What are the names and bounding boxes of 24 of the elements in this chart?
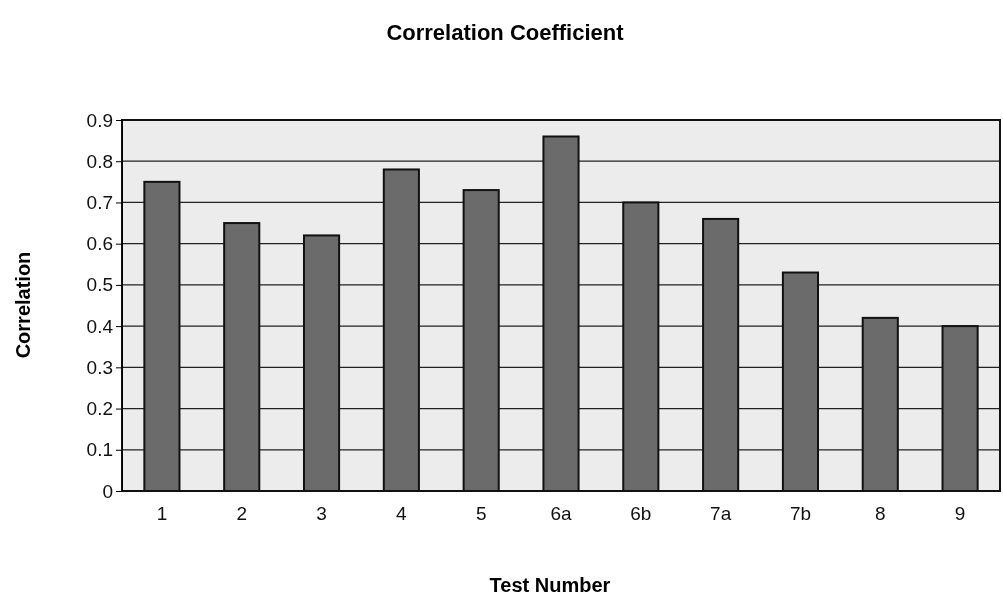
y-tick-label: 0.4: [86, 315, 114, 337]
x-tick-label: 2: [236, 503, 248, 525]
y-tick-label: 0.8: [86, 150, 113, 172]
x-tick-label: 1: [156, 503, 168, 525]
y-tick-label: 0.7: [86, 192, 113, 214]
x-tick-label: 6a: [550, 503, 572, 525]
x-tick-label: 6b: [630, 503, 652, 525]
y-tick-label: 0.9: [86, 109, 113, 131]
y-tick-label: 0.1: [86, 439, 113, 461]
y-axis-title: Correlation: [12, 251, 34, 359]
x-tick-label: 8: [874, 503, 886, 525]
x-tick-label: 9: [954, 503, 966, 525]
y-tick-label: 0.6: [86, 233, 113, 255]
x-tick-label: 7a: [710, 503, 732, 525]
y-tick-label: 0: [102, 480, 113, 502]
x-tick-label: 7b: [789, 503, 812, 525]
x-tick-label: 3: [316, 503, 327, 525]
x-tick-label: 4: [396, 503, 408, 525]
x-axis-title: Test Number: [489, 574, 611, 596]
y-tick-label: 0.2: [86, 398, 113, 420]
chart-title: Correlation Coefficient: [386, 20, 625, 45]
y-tick-label: 0.3: [86, 356, 113, 378]
y-tick-label: 0.5: [86, 274, 113, 296]
x-tick-label: 5: [475, 503, 487, 525]
